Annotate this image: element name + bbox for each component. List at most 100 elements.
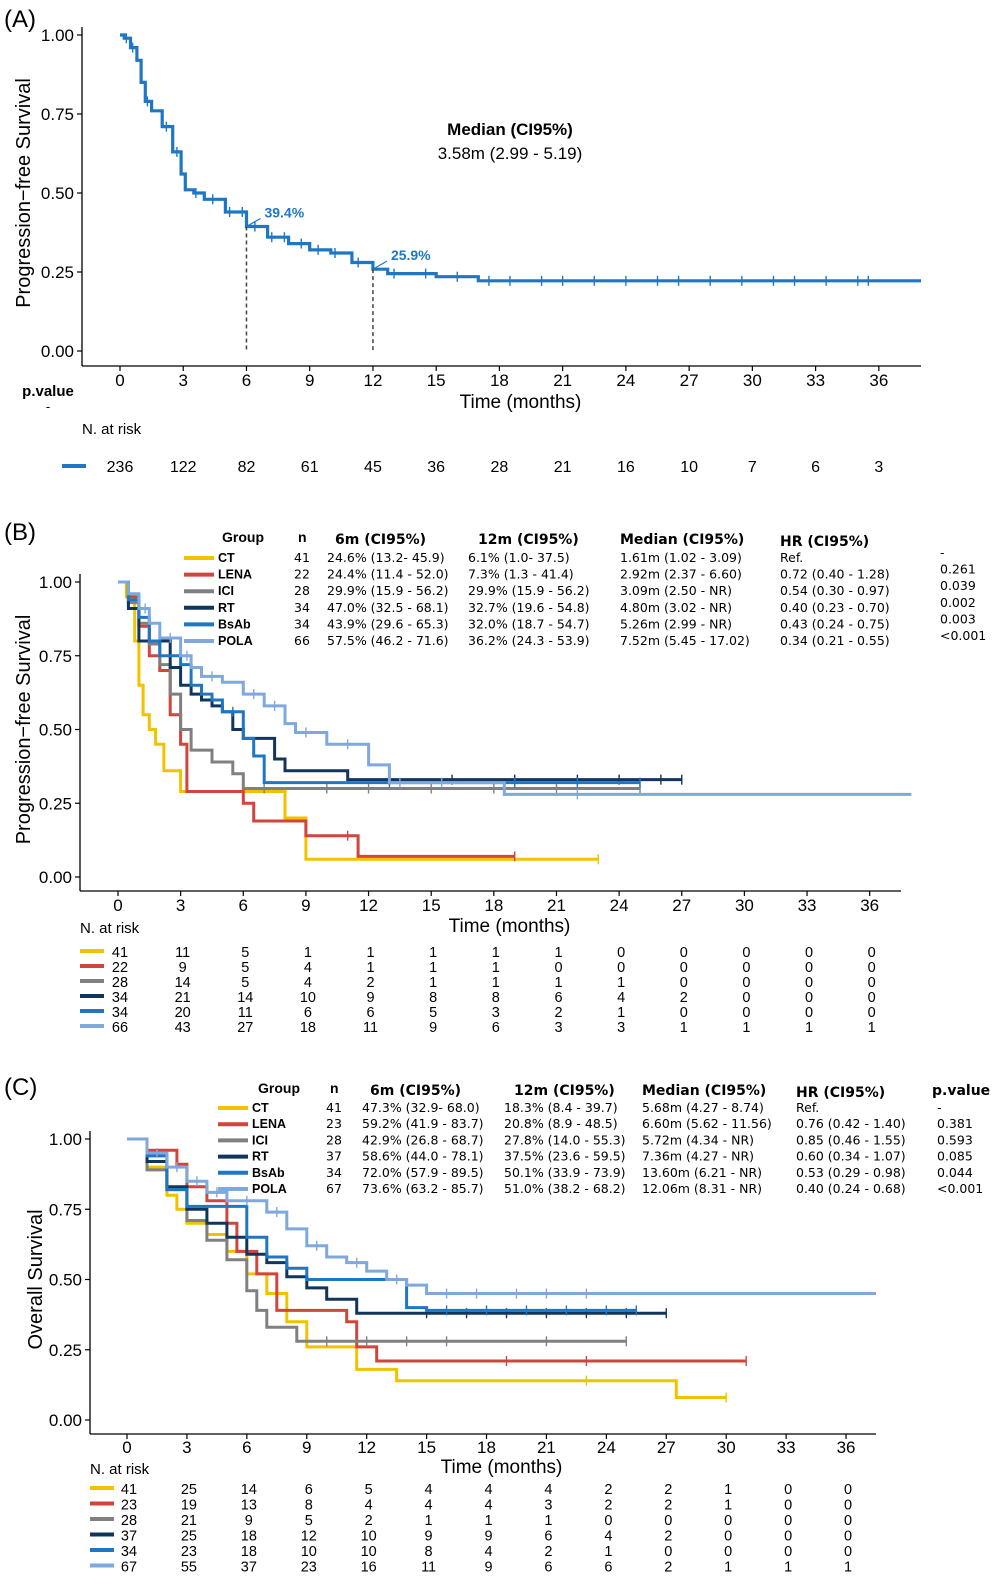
risk-count: 4 (617, 990, 625, 1006)
risk-count: 6 (544, 1560, 552, 1576)
risk-count: 0 (724, 1513, 732, 1529)
table-n: 41 (326, 1100, 342, 1115)
table-pvalue: - (937, 1100, 942, 1115)
table-n: 67 (326, 1181, 342, 1196)
table-6m: 24.4% (11.4 - 52.0) (327, 567, 449, 582)
risk-count: 1 (724, 1498, 732, 1514)
risk-count: 0 (724, 1544, 732, 1560)
table-n: 22 (294, 567, 310, 582)
x-tick-label: 24 (616, 371, 635, 390)
risk-count: 1 (492, 960, 500, 976)
risk-count: 0 (680, 945, 688, 961)
table-pvalue: 0.039 (940, 578, 976, 593)
risk-count: 43 (175, 1020, 191, 1036)
table-header-median: Median (CI95%) (620, 532, 744, 548)
risk-count: 2 (664, 1498, 672, 1514)
y-tick-label: 0.75 (41, 105, 74, 124)
risk-count: 6 (492, 1020, 500, 1036)
risk-count: 2 (664, 1529, 672, 1545)
x-tick-label: 36 (837, 1438, 856, 1457)
legend-label: CT (218, 551, 235, 565)
legend-label: BsAb (218, 617, 251, 631)
risk-count: 8 (305, 1498, 313, 1514)
risk-count: 1 (680, 1020, 688, 1036)
risk-count: 10 (680, 459, 698, 476)
table-header-12m: 12m (CI95%) (478, 532, 579, 548)
table-median: 5.26m (2.99 - NR) (620, 616, 732, 631)
risk-count: 0 (617, 945, 625, 961)
x-tick-label: 33 (777, 1438, 796, 1457)
risk-count: 0 (784, 1498, 792, 1514)
table-n: 37 (326, 1149, 342, 1164)
risk-count: 9 (245, 1513, 253, 1529)
table-median: 7.52m (5.45 - 17.02) (620, 633, 750, 648)
risk-count: 1 (617, 1005, 625, 1021)
table-12m: 50.1% (33.9 - 73.9) (504, 1165, 626, 1180)
y-tick-label: 1.00 (41, 26, 74, 45)
risk-count: 14 (175, 975, 191, 991)
risk-count: 0 (844, 1529, 852, 1545)
x-tick-label: 0 (115, 371, 124, 390)
risk-count: 6 (305, 1482, 313, 1498)
table-6m: 72.0% (57.9 - 89.5) (362, 1165, 484, 1180)
risk-count: 21 (181, 1513, 197, 1529)
risk-count: 34 (121, 1544, 137, 1560)
risk-count: 34 (112, 1005, 128, 1021)
risk-count: 66 (112, 1020, 128, 1036)
table-pvalue: <0.001 (937, 1181, 983, 1196)
table-12m: 29.9% (15.9 - 56.2) (468, 583, 590, 598)
x-tick-label: 21 (547, 896, 566, 915)
x-tick-label: 24 (597, 1438, 616, 1457)
table-n: 28 (294, 583, 310, 598)
risk-count: 18 (241, 1529, 257, 1545)
risk-count: 28 (112, 975, 128, 991)
table-header-12m: 12m (CI95%) (514, 1083, 615, 1099)
risk-count: 18 (241, 1544, 257, 1560)
risk-count: 2 (367, 975, 375, 991)
risk-count: 0 (805, 945, 813, 961)
risk-table-title: N. at risk (90, 1461, 150, 1478)
km-curve-pola (118, 580, 912, 796)
table-hr: Ref. (780, 550, 803, 565)
table-pvalue: 0.085 (937, 1149, 973, 1164)
table-hr: Ref. (796, 1100, 819, 1115)
table-median: 6.60m (5.62 - 11.56) (642, 1116, 772, 1131)
risk-count: 5 (365, 1482, 373, 1498)
y-tick-label: 1.00 (49, 1130, 82, 1149)
median-value: 3.58m (2.99 - 5.19) (438, 144, 583, 163)
table-n: 23 (326, 1116, 342, 1131)
table-median: 3.09m (2.50 - NR) (620, 583, 732, 598)
risk-count: 1 (554, 945, 562, 961)
risk-count: 27 (237, 1020, 253, 1036)
risk-count: 2 (544, 1544, 552, 1560)
y-axis-label: Progression−free Survival (13, 78, 35, 308)
risk-count: 4 (604, 1529, 612, 1545)
risk-count: 3 (544, 1498, 552, 1514)
table-hr: 0.43 (0.24 - 0.75) (780, 616, 890, 631)
table-n: 34 (326, 1165, 342, 1180)
risk-count: 10 (361, 1544, 377, 1560)
table-12m: 18.3% (8.4 - 39.7) (504, 1100, 618, 1115)
y-tick-label: 0.50 (39, 721, 72, 740)
risk-count: 10 (300, 990, 316, 1006)
table-median: 2.92m (2.37 - 6.60) (620, 567, 742, 582)
x-tick-label: 21 (553, 371, 572, 390)
legend-label: BsAb (252, 1166, 285, 1180)
risk-count: 45 (364, 459, 382, 476)
table-12m: 27.8% (14.0 - 55.3) (504, 1132, 626, 1147)
risk-count: 1 (484, 1513, 492, 1529)
table-6m: 43.9% (29.6 - 65.3) (327, 616, 449, 631)
panel-label: (C) (4, 1074, 37, 1101)
x-tick-label: 15 (417, 1438, 436, 1457)
risk-count: 1 (425, 1513, 433, 1529)
risk-count: 1 (868, 1020, 876, 1036)
table-pvalue: 0.044 (937, 1165, 973, 1180)
risk-count: 0 (680, 960, 688, 976)
table-n: 66 (294, 633, 310, 648)
table-n: 28 (326, 1132, 342, 1147)
risk-count: 1 (304, 945, 312, 961)
risk-count: 36 (427, 459, 445, 476)
x-tick-label: 27 (680, 371, 699, 390)
table-n: 34 (294, 600, 310, 615)
risk-count: 28 (121, 1513, 137, 1529)
